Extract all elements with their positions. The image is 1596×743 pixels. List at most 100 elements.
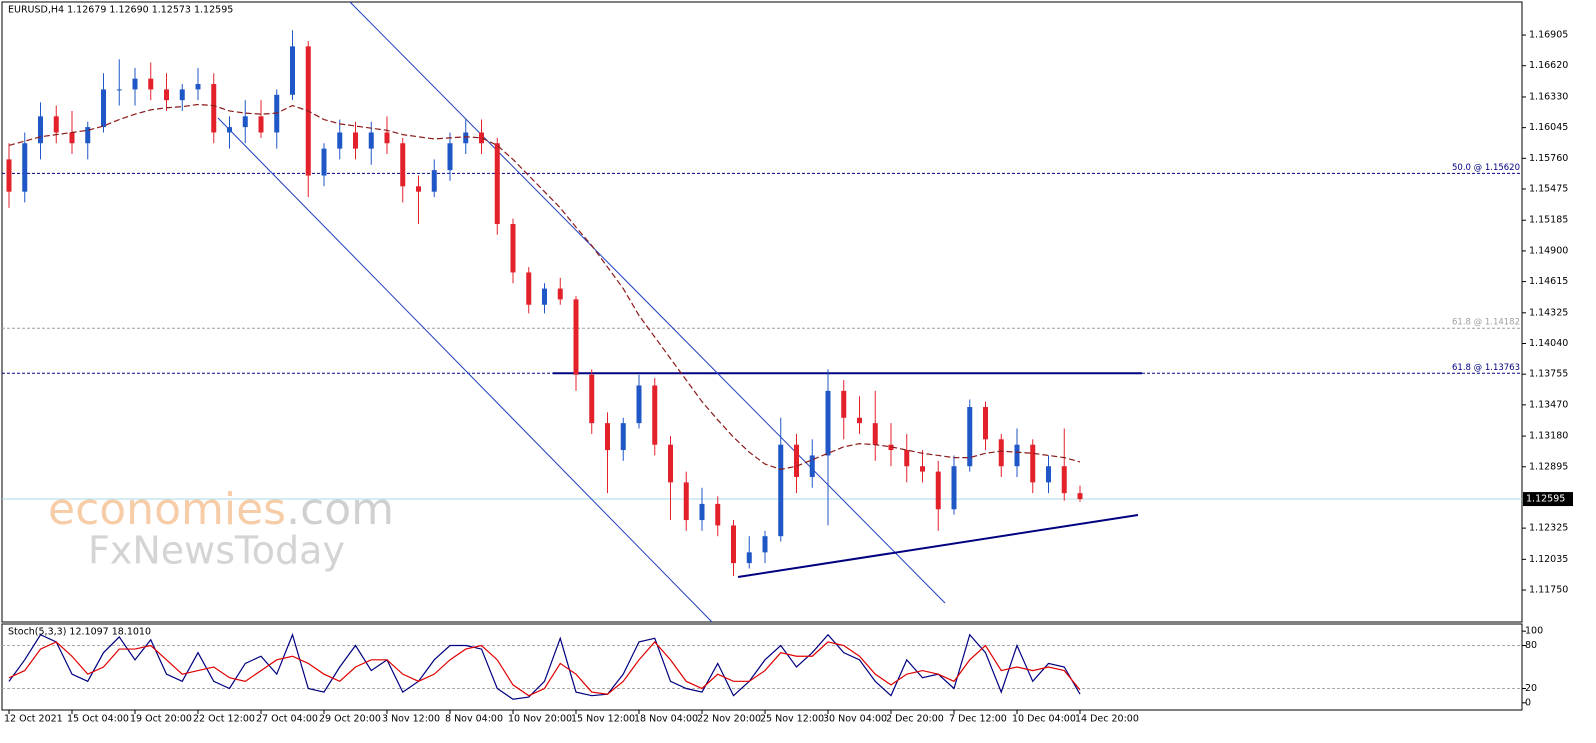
channel-lower (217, 117, 713, 623)
y-tick-label: 1.12035 (1529, 554, 1568, 565)
level-label: 61.8 @ 1.14182 (1452, 318, 1520, 328)
y-tick-label: 1.15760 (1529, 153, 1568, 164)
y-tick-label: 1.14325 (1529, 307, 1568, 318)
candle-body (101, 89, 106, 128)
candle-body (416, 186, 421, 192)
candle-body (935, 471, 941, 510)
candle-body (920, 466, 925, 472)
candle-body (794, 444, 799, 477)
candle-body (447, 143, 453, 171)
x-tick-label: 29 Oct 20:00 (319, 714, 381, 725)
x-tick-label: 10 Dec 04:00 (1012, 714, 1076, 725)
stochastic-line (8, 641, 1081, 697)
x-tick-label: 12 Oct 2021 (4, 714, 63, 725)
indicator-tick-label: 80 (1525, 640, 1537, 651)
candle-body (699, 503, 705, 521)
candle-body (904, 450, 910, 467)
candle-body (1061, 466, 1067, 494)
candle-body (132, 78, 138, 90)
candle-body (857, 417, 862, 424)
candle-body (809, 455, 815, 477)
candle-body (967, 407, 973, 467)
x-tick-label: 8 Nov 04:00 (445, 714, 503, 725)
candle-body (258, 116, 264, 133)
candle-body (731, 525, 736, 564)
candle-body (22, 143, 28, 192)
channel-upper (349, 1, 946, 604)
candle-body (778, 444, 784, 537)
candle-body (494, 143, 500, 224)
indicator-tick-label: 100 (1525, 626, 1543, 637)
x-tick-label: 14 Dec 20:00 (1075, 714, 1139, 725)
candle-body (542, 288, 547, 305)
candle-body (164, 89, 169, 101)
y-tick-label: 1.14615 (1529, 276, 1568, 287)
y-tick-label: 1.13755 (1529, 369, 1568, 380)
indicator-tick-label: 0 (1525, 697, 1531, 708)
candle-body (872, 423, 878, 445)
y-tick-label: 1.16905 (1529, 30, 1568, 41)
y-tick-label: 1.16620 (1529, 60, 1568, 71)
candle-body (290, 46, 295, 95)
candle-body (179, 89, 185, 101)
candle-body (368, 132, 374, 149)
drawings (217, 1, 1139, 623)
candle-body (888, 444, 894, 451)
watermark-domain: .com (286, 484, 394, 535)
candle-body (526, 272, 532, 305)
x-tick-label: 22 Nov 20:00 (697, 714, 761, 725)
candle-body (1030, 444, 1036, 483)
x-tick-label: 15 Oct 04:00 (67, 714, 129, 725)
watermark-brand-text: economies (48, 484, 286, 535)
main-panel (1, 1, 1523, 623)
candle-body (998, 439, 1004, 467)
candle-body (195, 84, 201, 90)
candle-body (69, 132, 75, 144)
candle-body (116, 89, 122, 91)
candle-body (668, 444, 673, 483)
candle-body (746, 552, 752, 564)
candle-body (951, 466, 957, 510)
candle-body (620, 423, 626, 451)
y-tick-label: 1.12895 (1529, 461, 1568, 472)
y-tick-label: 1.16330 (1529, 91, 1568, 102)
stochastic-line (8, 632, 1081, 700)
x-tick-label: 18 Nov 04:00 (634, 714, 698, 725)
y-tick-label: 1.15475 (1529, 184, 1568, 195)
candle-body (762, 536, 768, 553)
y-tick-label: 1.13180 (1529, 431, 1568, 442)
watermark-brand: economies.com (48, 484, 394, 535)
level-label: 61.8 @ 1.13763 (1452, 363, 1520, 373)
candle-body (38, 116, 43, 144)
candle-body (652, 385, 658, 445)
candle-body (1014, 444, 1020, 467)
candle-body (510, 223, 516, 273)
y-tick-label: 1.11750 (1529, 585, 1568, 596)
x-tick-label: 22 Oct 12:00 (193, 714, 255, 725)
y-tick-label: 1.15185 (1529, 215, 1568, 226)
candle-body (148, 78, 154, 90)
x-tick-label: 25 Nov 12:00 (760, 714, 824, 725)
candle-body (463, 132, 469, 144)
y-tick-label: 1.13470 (1529, 399, 1568, 410)
candle-body (85, 127, 91, 144)
x-tick-label: 7 Dec 12:00 (949, 714, 1007, 725)
candle-body (337, 132, 343, 149)
candle-body (573, 299, 579, 375)
candle-body (841, 390, 847, 418)
indicator-title: Stoch(5,3,3) 12.1097 18.1010 (8, 627, 151, 638)
candle-body (384, 132, 390, 144)
level-label: 50.0 @ 1.15620 (1452, 163, 1520, 173)
x-tick-label: 15 Nov 12:00 (571, 714, 635, 725)
candle-body (983, 407, 988, 440)
candle-body (715, 503, 721, 526)
chart-title: EURUSD,H4 1.12679 1.12690 1.12573 1.1259… (8, 5, 233, 16)
candle-body (353, 132, 358, 149)
support-line (737, 514, 1139, 578)
candle-body (825, 390, 831, 456)
y-tick-label: 1.14040 (1529, 338, 1568, 349)
candle-body (321, 148, 327, 176)
last-price-box (1523, 492, 1573, 507)
